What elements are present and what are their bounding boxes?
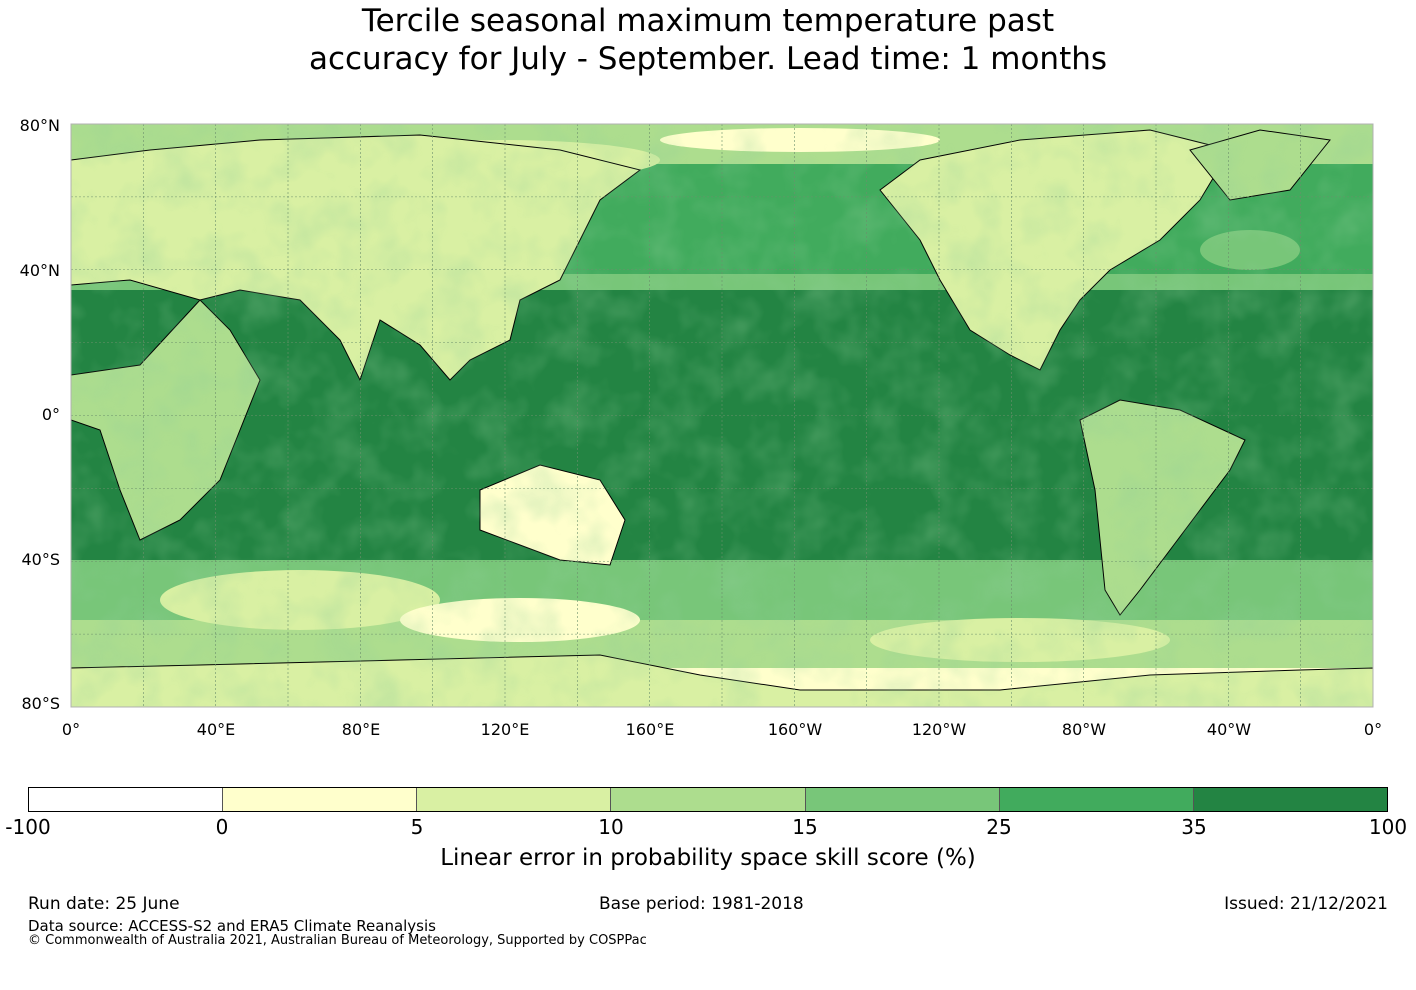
- lon-label: 0°: [61, 720, 81, 739]
- colorbar-tick: 15: [792, 815, 818, 839]
- title-line-1: Tercile seasonal maximum temperature pas…: [361, 3, 1055, 39]
- lat-label: 40°N: [19, 261, 60, 280]
- run-date: Run date: 25 June: [28, 894, 180, 914]
- lon-label: 0°: [1363, 720, 1383, 739]
- colorbar-title: Linear error in probability space skill …: [440, 845, 976, 871]
- colorbar-tick: 5: [410, 815, 424, 839]
- colorbar-tick: 10: [598, 815, 624, 839]
- issued-date: Issued: 21/12/2021: [1224, 894, 1388, 914]
- lon-label: 120°E: [480, 720, 530, 739]
- skill-score-map: [70, 123, 1374, 708]
- copyright: © Commonwealth of Australia 2021, Austra…: [28, 933, 647, 948]
- colorbar-swatch: [1193, 788, 1387, 811]
- base-period: Base period: 1981-2018: [599, 894, 804, 914]
- colorbar-tick: 25: [986, 815, 1012, 839]
- lon-label: 40°E: [196, 720, 236, 739]
- colorbar-tick: -100: [5, 815, 51, 839]
- colorbar-tick: 0: [215, 815, 229, 839]
- colorbar-swatch: [223, 788, 418, 811]
- lat-label: 80°N: [19, 116, 60, 135]
- lat-label: 80°S: [21, 694, 60, 713]
- colorbar-tick: 100: [1368, 815, 1408, 839]
- colorbar-swatch: [805, 788, 1000, 811]
- data-source: Data source: ACCESS-S2 and ERA5 Climate …: [28, 917, 436, 935]
- colorbar-swatch: [29, 788, 224, 811]
- title-line-2: accuracy for July - September. Lead time…: [308, 41, 1108, 77]
- colorbar-swatch: [417, 788, 612, 811]
- colorbar-tick: 35: [1181, 815, 1207, 839]
- colorbar-swatch: [611, 788, 806, 811]
- lon-label: 80°E: [341, 720, 381, 739]
- graticule: [71, 124, 1373, 707]
- map-frame: [70, 123, 1374, 708]
- chart-title: Tercile seasonal maximum temperature pas…: [0, 2, 1416, 78]
- lon-label: 80°W: [1061, 720, 1107, 739]
- lon-label: 40°W: [1206, 720, 1252, 739]
- colorbar-swatch: [999, 788, 1194, 811]
- colorbar: [28, 787, 1388, 812]
- lon-label: 160°E: [625, 720, 675, 739]
- lon-label: 160°W: [767, 720, 823, 739]
- lat-label: 40°S: [21, 550, 60, 569]
- lon-label: 120°W: [911, 720, 967, 739]
- texture-overlay: [71, 124, 1373, 707]
- lat-label: 0°: [41, 405, 60, 424]
